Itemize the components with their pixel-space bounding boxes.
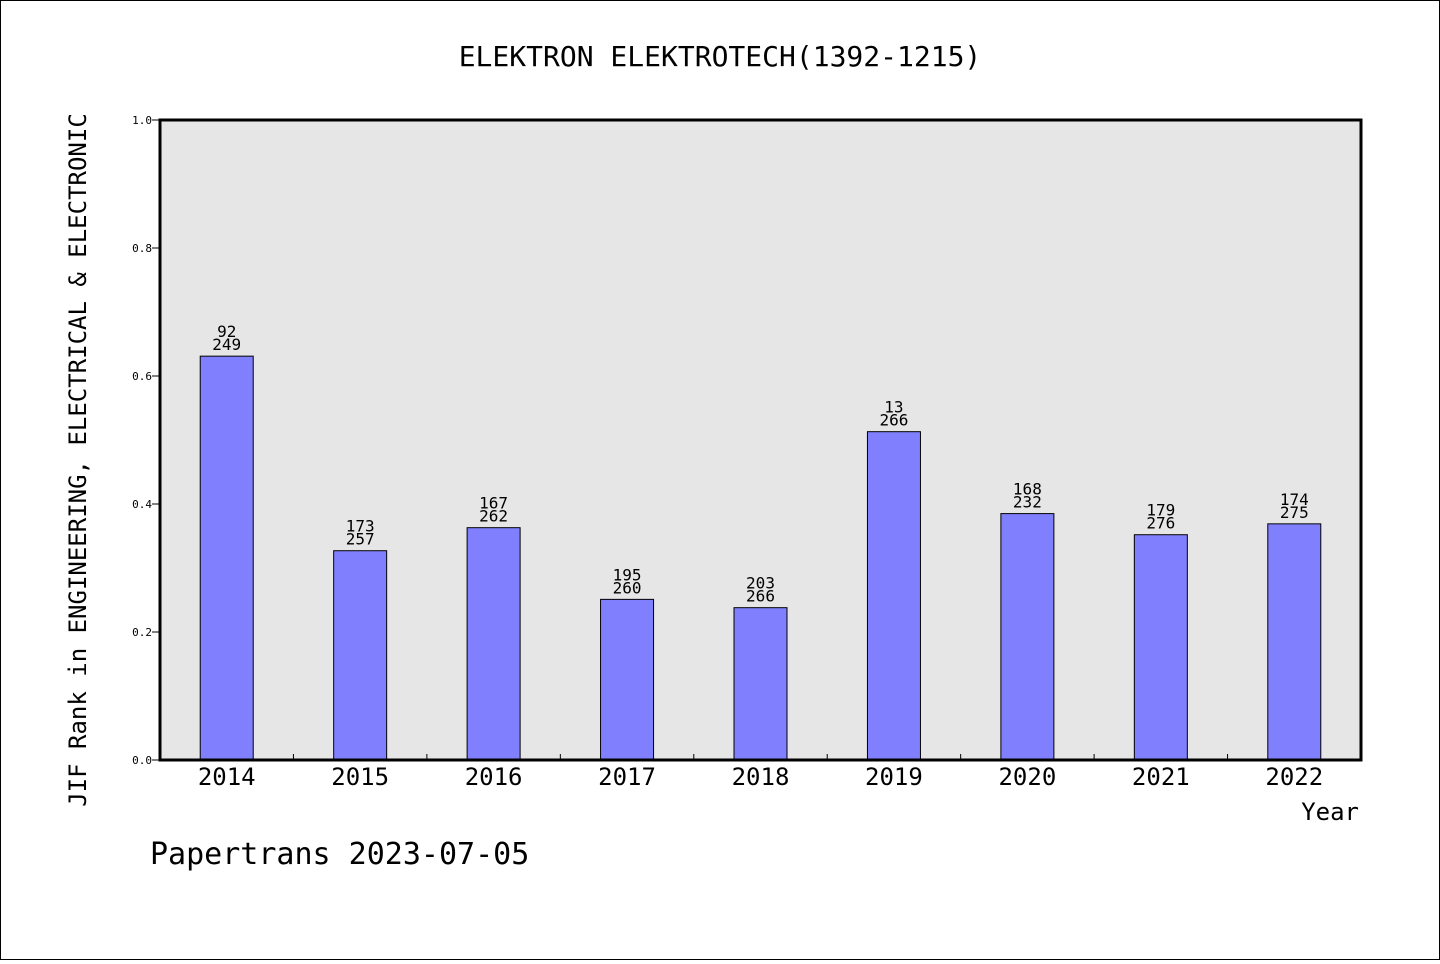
bar bbox=[1267, 523, 1322, 761]
bar bbox=[333, 550, 388, 761]
plot-frame bbox=[158, 118, 1363, 762]
x-tick-label: 2017 bbox=[598, 763, 656, 791]
bar-label-rank: 203 bbox=[746, 574, 775, 593]
bar-label-rank: 173 bbox=[346, 517, 375, 536]
bar-label-total: 275 bbox=[1280, 503, 1309, 522]
y-tick-label: 0.8 bbox=[132, 242, 152, 255]
bar bbox=[466, 527, 521, 761]
bar-label-total: 266 bbox=[879, 411, 908, 430]
bar bbox=[1133, 534, 1188, 761]
y-tick-label: 0.6 bbox=[132, 370, 152, 383]
footer-credit: Papertrans 2023-07-05 bbox=[150, 837, 529, 872]
bar-label-total: 257 bbox=[346, 530, 375, 549]
bar-label-total: 260 bbox=[613, 578, 642, 597]
x-axis-label: Year bbox=[1301, 798, 1359, 826]
x-tick-label: 2015 bbox=[331, 763, 389, 791]
bar bbox=[866, 431, 921, 761]
bar-label-total: 249 bbox=[212, 335, 241, 354]
bar-label-rank: 174 bbox=[1280, 490, 1309, 509]
bar-label-rank: 168 bbox=[1013, 480, 1042, 499]
bar-label-total: 232 bbox=[1013, 493, 1042, 512]
bar bbox=[1000, 513, 1055, 761]
bar-label-total: 266 bbox=[746, 587, 775, 606]
bar bbox=[199, 355, 254, 761]
bar-label-rank: 195 bbox=[613, 565, 642, 584]
x-tick-label: 2014 bbox=[198, 763, 256, 791]
x-tick-label: 2016 bbox=[465, 763, 523, 791]
x-tick-label: 2021 bbox=[1132, 763, 1190, 791]
bar-label-rank: 92 bbox=[217, 322, 236, 341]
x-tick-label: 2018 bbox=[732, 763, 790, 791]
bar-label-rank: 179 bbox=[1146, 501, 1175, 520]
y-tick-label: 0.0 bbox=[132, 754, 152, 767]
x-tick-label: 2020 bbox=[998, 763, 1056, 791]
bar bbox=[733, 607, 788, 761]
y-axis-label: JIF Rank in ENGINEERING, ELECTRICAL & EL… bbox=[64, 113, 92, 807]
chart-title: ELEKTRON ELEKTROTECH(1392-1215) bbox=[459, 40, 982, 73]
bar-label-total: 262 bbox=[479, 507, 508, 526]
bar-label-rank: 167 bbox=[479, 494, 508, 513]
bar bbox=[600, 598, 655, 761]
x-tick-label: 2022 bbox=[1265, 763, 1323, 791]
y-tick-label: 1.0 bbox=[132, 114, 152, 127]
x-tick-label: 2019 bbox=[865, 763, 923, 791]
y-tick-label: 0.4 bbox=[132, 498, 152, 511]
y-tick-label: 0.2 bbox=[132, 626, 152, 639]
bar-label-total: 276 bbox=[1146, 514, 1175, 533]
bar-label-rank: 13 bbox=[884, 398, 903, 417]
